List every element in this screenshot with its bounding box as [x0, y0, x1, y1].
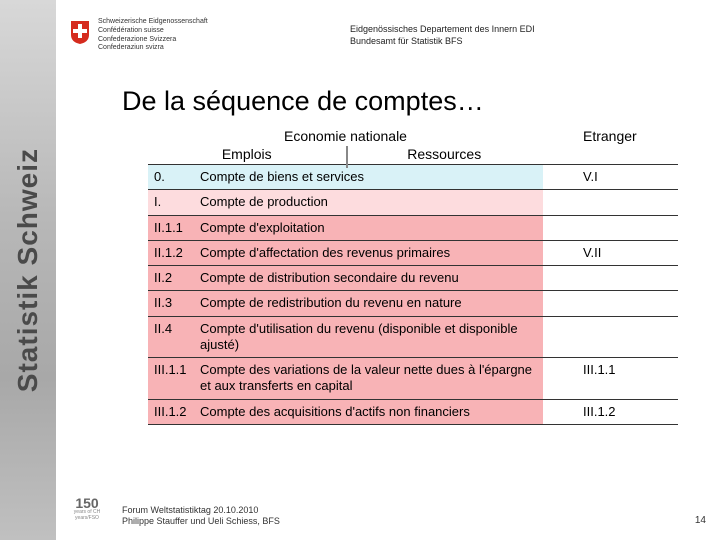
etranger-label: Etranger [543, 128, 678, 162]
row-label: Compte des acquisitions d'actifs non fin… [194, 399, 543, 424]
row-etranger: III.1.1 [543, 358, 678, 400]
row-etranger: III.1.2 [543, 399, 678, 424]
row-label: Compte d'affectation des revenus primair… [194, 240, 543, 265]
footer-line2: Philippe Stauffer und Ueli Schiess, BFS [122, 516, 280, 528]
table-row: 0.Compte de biens et servicesV.I [148, 165, 678, 190]
row-label: Compte de redistribution du revenu en na… [194, 291, 543, 316]
table-row: III.1.1Compte des variations de la valeu… [148, 358, 678, 400]
row-number: II.1.2 [148, 240, 194, 265]
row-etranger [543, 266, 678, 291]
row-number: 0. [148, 165, 194, 190]
row-label: Compte de biens et services [194, 165, 543, 190]
dept-line2: Bundesamt für Statistik BFS [350, 36, 535, 48]
row-label: Compte des variations de la valeur nette… [194, 358, 543, 400]
table-row: II.4Compte d'utilisation du revenu (disp… [148, 316, 678, 358]
row-number: II.1.1 [148, 215, 194, 240]
row-etranger [543, 316, 678, 358]
row-etranger: V.I [543, 165, 678, 190]
divider-icon [346, 146, 348, 168]
page-number: 14 [695, 515, 706, 526]
economy-label: Economie nationale [148, 128, 543, 146]
row-label: Compte d'exploitation [194, 215, 543, 240]
anniversary-number: 150 [58, 496, 116, 510]
table-row: II.1.2Compte d'affectation des revenus p… [148, 240, 678, 265]
row-number: II.2 [148, 266, 194, 291]
table-header: Economie nationale Emplois Ressources Et… [148, 128, 678, 162]
row-label: Compte de distribution secondaire du rev… [194, 266, 543, 291]
row-number: II.4 [148, 316, 194, 358]
emplois-label: Emplois [148, 146, 346, 162]
sidebar: Statistik Schweiz [0, 0, 56, 540]
sidebar-brand: Statistik Schweiz [12, 148, 44, 392]
conf-line: Confederazione Svizzera [98, 36, 208, 45]
confederation-text: Schweizerische Eidgenossenschaft Confédé… [98, 18, 208, 53]
table-row: I.Compte de production [148, 190, 678, 215]
footer: Forum Weltstatistiktag 20.10.2010 Philip… [122, 505, 280, 528]
table-row: II.1.1Compte d'exploitation [148, 215, 678, 240]
row-number: I. [148, 190, 194, 215]
department-text: Eidgenössisches Departement des Innern E… [350, 24, 535, 47]
row-number: III.1.2 [148, 399, 194, 424]
row-etranger [543, 215, 678, 240]
accounts-table: 0.Compte de biens et servicesV.II.Compte… [148, 164, 678, 425]
conf-line: Confédération suisse [98, 27, 208, 36]
table-row: III.1.2Compte des acquisitions d'actifs … [148, 399, 678, 424]
accounts-table-wrap: Economie nationale Emplois Ressources Et… [148, 128, 678, 425]
anniversary-sub2: years/FSO [58, 516, 116, 522]
row-etranger [543, 291, 678, 316]
row-number: III.1.1 [148, 358, 194, 400]
row-label: Compte de production [194, 190, 543, 215]
row-number: II.3 [148, 291, 194, 316]
row-label: Compte d'utilisation du revenu (disponib… [194, 316, 543, 358]
table-row: II.2Compte de distribution secondaire du… [148, 266, 678, 291]
conf-line: Confederaziun svizra [98, 44, 208, 53]
conf-line: Schweizerische Eidgenossenschaft [98, 18, 208, 27]
row-etranger: V.II [543, 240, 678, 265]
economy-header: Economie nationale Emplois Ressources [148, 128, 543, 162]
dept-line1: Eidgenössisches Departement des Innern E… [350, 24, 535, 36]
anniversary-logo: 150 years of CH years/FSO [58, 496, 116, 534]
table-row: II.3Compte de redistribution du revenu e… [148, 291, 678, 316]
row-etranger [543, 190, 678, 215]
footer-line1: Forum Weltstatistiktag 20.10.2010 [122, 505, 280, 517]
swiss-shield-icon [70, 20, 90, 44]
ressources-label: Ressources [346, 146, 544, 162]
page-title: De la séquence de comptes… [122, 86, 484, 117]
